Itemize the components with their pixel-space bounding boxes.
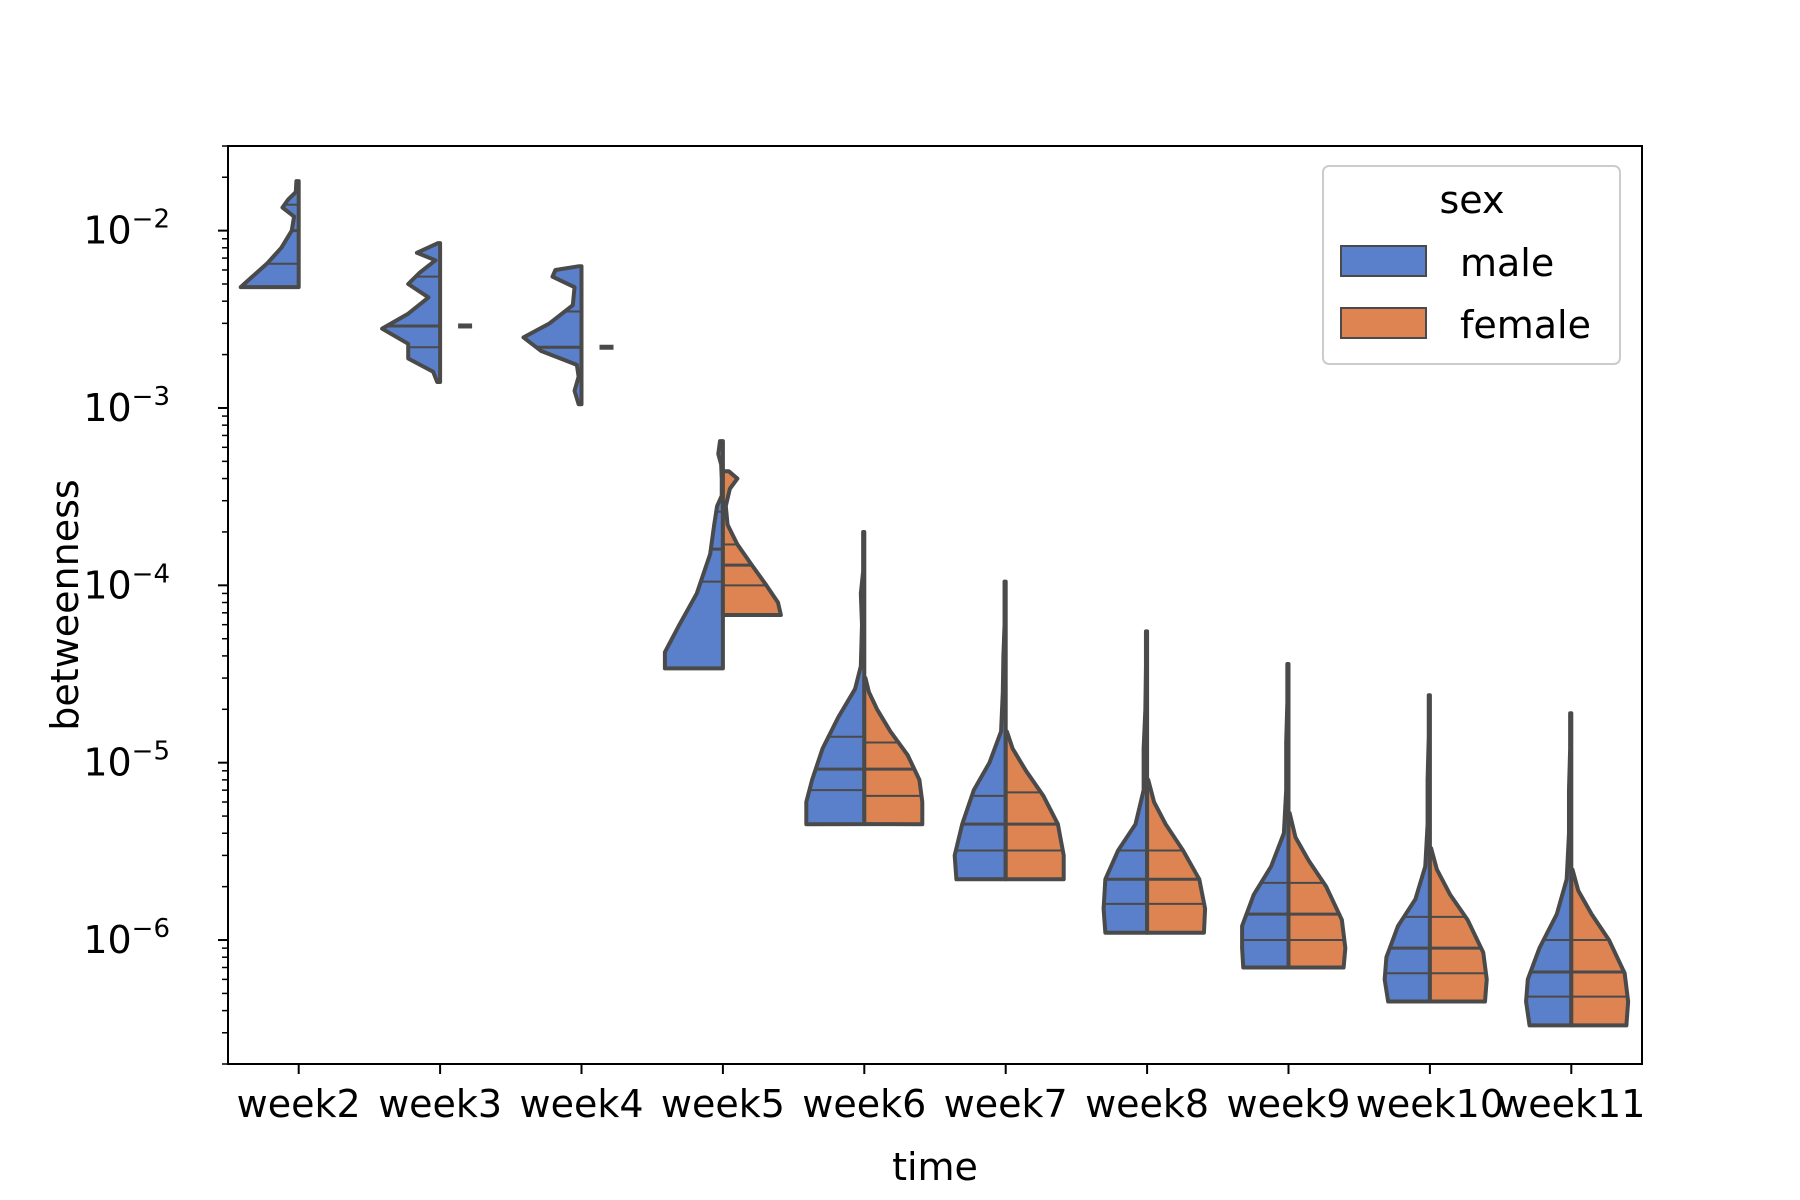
legend-title: sex <box>1440 178 1505 222</box>
violin-female-week5 <box>720 469 783 618</box>
violin-body <box>1427 846 1489 1004</box>
legend-label-female: female <box>1460 303 1591 347</box>
violin-male-week11 <box>1524 711 1574 1028</box>
y-tick-exponent: −3 <box>132 382 170 412</box>
violin-male-week2 <box>238 179 301 290</box>
x-tick-label-week5: week5 <box>661 1082 785 1126</box>
y-tick-exponent: −2 <box>132 205 170 235</box>
violin-body <box>1240 662 1291 970</box>
x-tick-label-week11: week11 <box>1497 1082 1645 1126</box>
violin-body <box>1569 867 1631 1028</box>
legend-swatch-male <box>1340 245 1427 277</box>
violin-male-week10 <box>1382 693 1432 1004</box>
violin-body <box>1382 693 1432 1004</box>
violin-male-week5 <box>662 439 725 671</box>
y-tick-label: 10−2 <box>83 205 170 253</box>
x-tick-label-week8: week8 <box>1085 1082 1209 1126</box>
violin-female-week10 <box>1427 846 1489 1004</box>
legend-label-male: male <box>1460 241 1554 285</box>
x-axis: week2 week3 week4 week5 week6 week7 week8 week9… <box>237 1064 1645 1126</box>
violin-body <box>238 179 301 290</box>
x-axis-label: time <box>892 1145 978 1189</box>
x-tick-label-week6: week6 <box>802 1082 926 1126</box>
violin-body <box>1003 729 1066 882</box>
violin-male-week9 <box>1240 662 1291 970</box>
x-tick-label-week10: week10 <box>1356 1082 1504 1126</box>
y-tick-exponent: −4 <box>132 559 170 589</box>
violin-body <box>720 469 783 618</box>
y-axis-label: betweenness <box>43 479 87 730</box>
y-axis: 10−210−310−410−510−6 <box>83 145 228 1065</box>
violin-body <box>521 264 584 407</box>
violin-male-week3 <box>380 241 443 385</box>
violin-female-week9 <box>1286 811 1348 970</box>
legend-swatch-female <box>1340 307 1427 339</box>
violin-body <box>662 439 725 671</box>
violin-female-week8 <box>1145 777 1208 935</box>
x-tick-label-week7: week7 <box>944 1082 1068 1126</box>
violin-female-week7 <box>1003 729 1066 882</box>
violin-body <box>1101 629 1150 935</box>
violin-body <box>952 579 1008 882</box>
violin-body <box>1145 777 1208 935</box>
y-tick-exponent: −5 <box>132 737 170 767</box>
plot-frame <box>227 145 1643 1065</box>
x-tick-label-week3: week3 <box>378 1082 502 1126</box>
legend: sex male female <box>1322 165 1621 365</box>
x-tick-label-week9: week9 <box>1226 1082 1350 1126</box>
violin-male-week6 <box>804 529 867 827</box>
violin-female-week11 <box>1569 867 1631 1028</box>
violin-male-week4 <box>521 264 584 407</box>
y-tick-exponent: −6 <box>132 914 170 944</box>
violin-male-week8 <box>1101 629 1150 935</box>
violin-female-week6 <box>862 676 925 827</box>
violin-body <box>1524 711 1574 1028</box>
violin-body <box>1286 811 1348 970</box>
violins-layer <box>238 179 1631 1028</box>
x-tick-label-week4: week4 <box>519 1082 643 1126</box>
x-tick-label-week2: week2 <box>237 1082 361 1126</box>
violin-body <box>862 676 925 827</box>
violin-male-week7 <box>952 579 1008 882</box>
violin-body <box>804 529 867 827</box>
y-tick-label: 10−5 <box>83 737 170 785</box>
